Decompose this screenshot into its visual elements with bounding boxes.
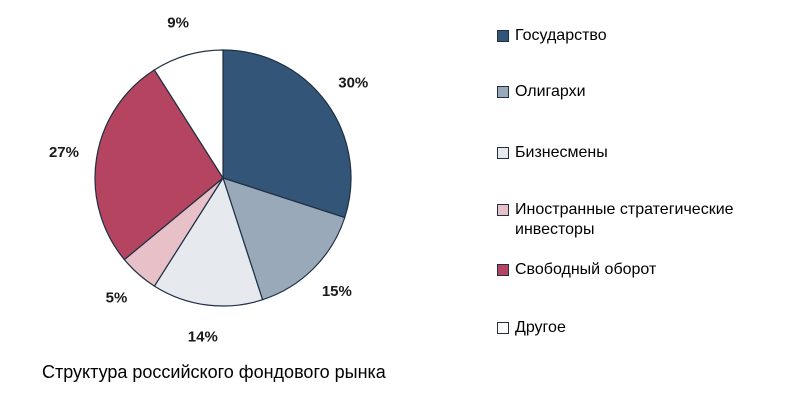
legend-item-inostrannye: Иностранные стратегические инвесторы [497, 200, 785, 240]
legend-swatch-svobodnyy-oborot [497, 264, 509, 276]
pie-slice-0 [222, 49, 352, 219]
pie-chart: 30% 15% 14% 5% 27% 9% [49, 14, 368, 345]
pie-label-1: 15% [322, 283, 352, 300]
chart-legend: Государство Олигархи Бизнесмены Иностран… [497, 0, 797, 345]
pie-slice-4 [94, 69, 224, 261]
legend-item-oligarkhi: Олигархи [497, 82, 586, 102]
pie-labels: 30% 15% 14% 5% 27% 9% [49, 14, 368, 345]
pie-label-2: 14% [188, 329, 218, 345]
legend-label-gosudarstvo: Государство [515, 27, 607, 44]
legend-swatch-gosudarstvo [497, 30, 509, 42]
pie-label-5: 9% [167, 14, 189, 31]
pie-slice-5 [153, 49, 224, 181]
pie-label-4: 27% [49, 144, 79, 161]
pie-label-0: 30% [338, 74, 368, 91]
legend-swatch-inostrannye [497, 204, 509, 216]
legend-label-inostrannye: Иностранные стратегические инвесторы [515, 201, 734, 238]
legend-swatch-biznesmeny [497, 147, 509, 159]
legend-item-biznesmeny: Бизнесмены [497, 143, 608, 163]
pie-slice-2 [153, 176, 264, 307]
legend-label-svobodnyy-oborot: Свободный оборот [515, 261, 657, 278]
chart-title: Структура российского фондового рынка [42, 362, 386, 382]
legend-item-svobodnyy-oborot: Свободный оборот [497, 260, 656, 280]
legend-item-gosudarstvo: Государство [497, 26, 607, 46]
legend-item-drugoe: Другое [497, 318, 566, 338]
legend-label-drugoe: Другое [515, 319, 566, 336]
pie-slice-1 [222, 177, 346, 301]
legend-swatch-oligarkhi [497, 86, 509, 98]
pie-slices [94, 49, 352, 307]
legend-swatch-drugoe [497, 322, 509, 334]
legend-label-biznesmeny: Бизнесмены [515, 144, 608, 161]
legend-label-oligarkhi: Олигархи [515, 83, 586, 100]
pie-label-3: 5% [106, 290, 128, 307]
